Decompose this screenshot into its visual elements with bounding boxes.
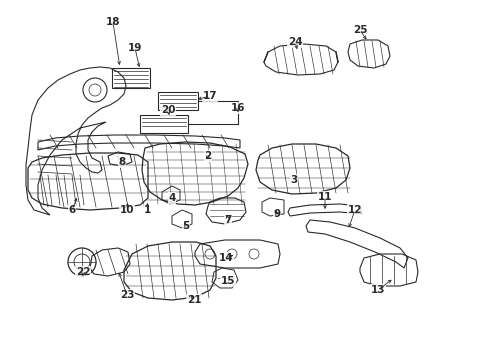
Text: 7: 7	[224, 215, 231, 225]
Text: 1: 1	[143, 205, 150, 215]
Text: 14: 14	[218, 253, 233, 263]
Text: 2: 2	[204, 151, 211, 161]
Text: 24: 24	[287, 37, 302, 47]
Text: 17: 17	[202, 91, 217, 101]
Text: 16: 16	[230, 103, 245, 113]
Text: 15: 15	[220, 276, 235, 286]
Text: 8: 8	[118, 157, 125, 167]
Text: 25: 25	[352, 25, 366, 35]
Text: 3: 3	[290, 175, 297, 185]
Text: 18: 18	[105, 17, 120, 27]
Text: 4: 4	[168, 193, 175, 203]
Text: 21: 21	[186, 295, 201, 305]
Text: 9: 9	[273, 209, 280, 219]
Text: 19: 19	[127, 43, 142, 53]
Text: 6: 6	[68, 205, 76, 215]
Text: 22: 22	[76, 267, 90, 277]
Text: 5: 5	[182, 221, 189, 231]
Text: 12: 12	[347, 205, 362, 215]
Text: 23: 23	[120, 290, 134, 300]
Text: 10: 10	[120, 205, 134, 215]
Text: 11: 11	[317, 192, 331, 202]
Text: 20: 20	[161, 105, 175, 115]
Text: 13: 13	[370, 285, 385, 295]
